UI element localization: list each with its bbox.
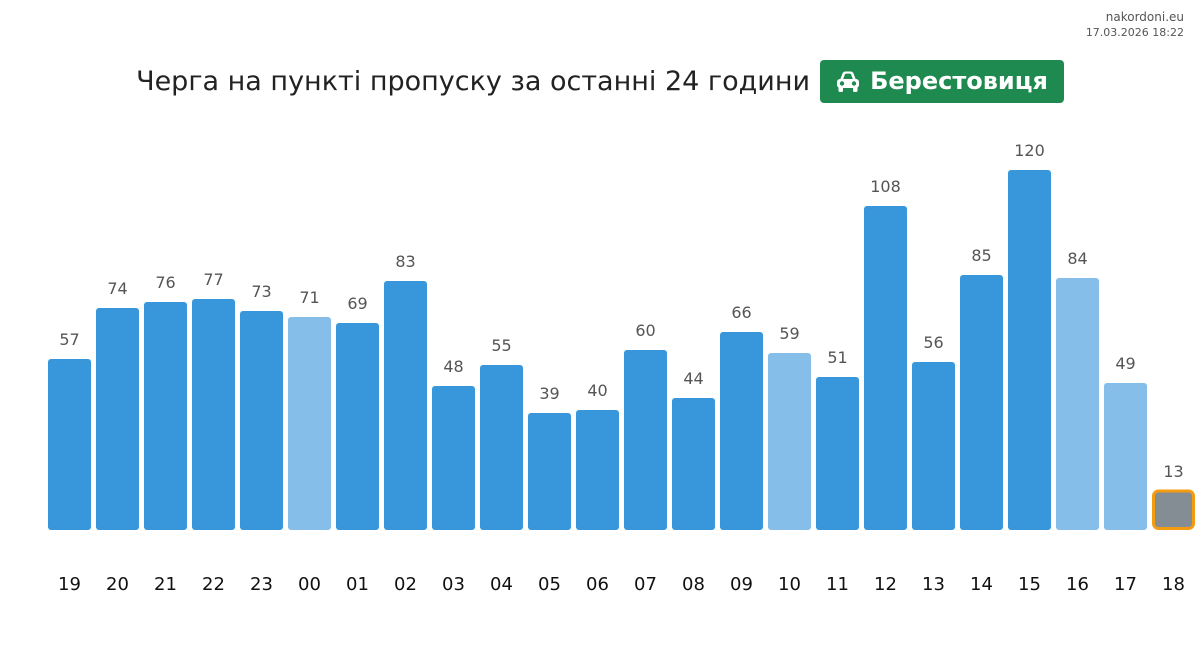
value-label-12: 108 [870, 177, 901, 196]
value-label-16: 84 [1067, 249, 1087, 268]
value-label-06: 40 [587, 381, 607, 400]
bar-22[interactable] [192, 299, 235, 530]
value-label-08: 44 [683, 369, 703, 388]
value-label-09: 66 [731, 303, 751, 322]
x-tick-label-23: 23 [250, 574, 273, 595]
value-label-17: 49 [1115, 354, 1135, 373]
value-label-14: 85 [971, 246, 991, 265]
bar-12[interactable] [864, 206, 907, 530]
value-label-18: 13 [1163, 462, 1183, 481]
value-label-21: 76 [155, 273, 175, 292]
bar-20[interactable] [96, 308, 139, 530]
value-label-00: 71 [299, 288, 319, 307]
bar-10[interactable] [768, 353, 811, 530]
value-label-05: 39 [539, 384, 559, 403]
x-tick-label-04: 04 [490, 574, 513, 595]
value-label-23: 73 [251, 282, 271, 301]
x-tick-label-13: 13 [922, 574, 945, 595]
value-label-20: 74 [107, 279, 127, 298]
value-label-04: 55 [491, 336, 511, 355]
site-name[interactable]: nakordoni.eu [1105, 10, 1184, 24]
x-tick-label-09: 09 [730, 574, 753, 595]
site-info: nakordoni.eu 17.03.2026 18:22 [1086, 9, 1184, 40]
x-tick-label-11: 11 [826, 574, 849, 595]
x-tick-label-07: 07 [634, 574, 657, 595]
bars-group [48, 170, 1195, 530]
value-label-02: 83 [395, 252, 415, 271]
value-label-15: 120 [1014, 141, 1045, 160]
x-tick-label-06: 06 [586, 574, 609, 595]
bar-03[interactable] [432, 386, 475, 530]
x-tick-label-21: 21 [154, 574, 177, 595]
x-tick-label-22: 22 [202, 574, 225, 595]
x-tick-label-20: 20 [106, 574, 129, 595]
x-tick-label-08: 08 [682, 574, 705, 595]
value-label-03: 48 [443, 357, 463, 376]
bar-23[interactable] [240, 311, 283, 530]
x-tick-label-00: 00 [298, 574, 321, 595]
bar-08[interactable] [672, 398, 715, 530]
value-label-01: 69 [347, 294, 367, 313]
bar-02[interactable] [384, 281, 427, 530]
bar-16[interactable] [1056, 278, 1099, 530]
value-label-19: 57 [59, 330, 79, 349]
chart-header: Черга на пункті пропуску за останні 24 г… [0, 58, 1200, 104]
x-tick-label-03: 03 [442, 574, 465, 595]
bar-09[interactable] [720, 332, 763, 530]
bar-04[interactable] [480, 365, 523, 530]
car-icon [837, 71, 860, 92]
x-tick-label-15: 15 [1018, 574, 1041, 595]
x-tick-label-14: 14 [970, 574, 993, 595]
bar-07[interactable] [624, 350, 667, 530]
bar-18[interactable] [1152, 489, 1195, 530]
x-tick-label-18: 18 [1162, 574, 1185, 595]
bar-14[interactable] [960, 275, 1003, 530]
value-label-07: 60 [635, 321, 655, 340]
x-tick-label-01: 01 [346, 574, 369, 595]
bar-21[interactable] [144, 302, 187, 530]
checkpoint-badge[interactable]: Берестовиця [820, 59, 1064, 103]
x-tick-label-02: 02 [394, 574, 417, 595]
x-tick-label-05: 05 [538, 574, 561, 595]
bar-17[interactable] [1104, 383, 1147, 530]
x-tick-labels-group: 19 20 21 22 23 00 01 02 03 04 05 06 07 08 09 10 11 12 13 14… [58, 574, 1185, 595]
bar-01[interactable] [336, 323, 379, 530]
x-tick-label-12: 12 [874, 574, 897, 595]
chart-title: Черга на пункті пропуску за останні 24 г… [136, 65, 811, 97]
timestamp: 17.03.2026 18:22 [1085, 26, 1184, 39]
value-label-11: 51 [827, 348, 847, 367]
value-label-13: 56 [923, 333, 943, 352]
value-label-22: 77 [203, 270, 223, 289]
checkpoint-name: Берестовиця [870, 67, 1048, 95]
x-tick-label-19: 19 [58, 574, 81, 595]
value-labels-group: 57 74 76 77 73 71 69 83 48 55 39 40 60 44 66 59 51 108 56 8… [59, 141, 1183, 481]
bar-19[interactable] [48, 359, 91, 530]
bar-13[interactable] [912, 362, 955, 530]
value-label-10: 59 [779, 324, 799, 343]
x-tick-label-17: 17 [1114, 574, 1137, 595]
x-tick-label-16: 16 [1066, 574, 1089, 595]
bar-15[interactable] [1008, 170, 1051, 530]
x-tick-label-10: 10 [778, 574, 801, 595]
bar-06[interactable] [576, 410, 619, 530]
bar-11[interactable] [816, 377, 859, 530]
bar-05[interactable] [528, 413, 571, 530]
bar-00[interactable] [288, 317, 331, 530]
